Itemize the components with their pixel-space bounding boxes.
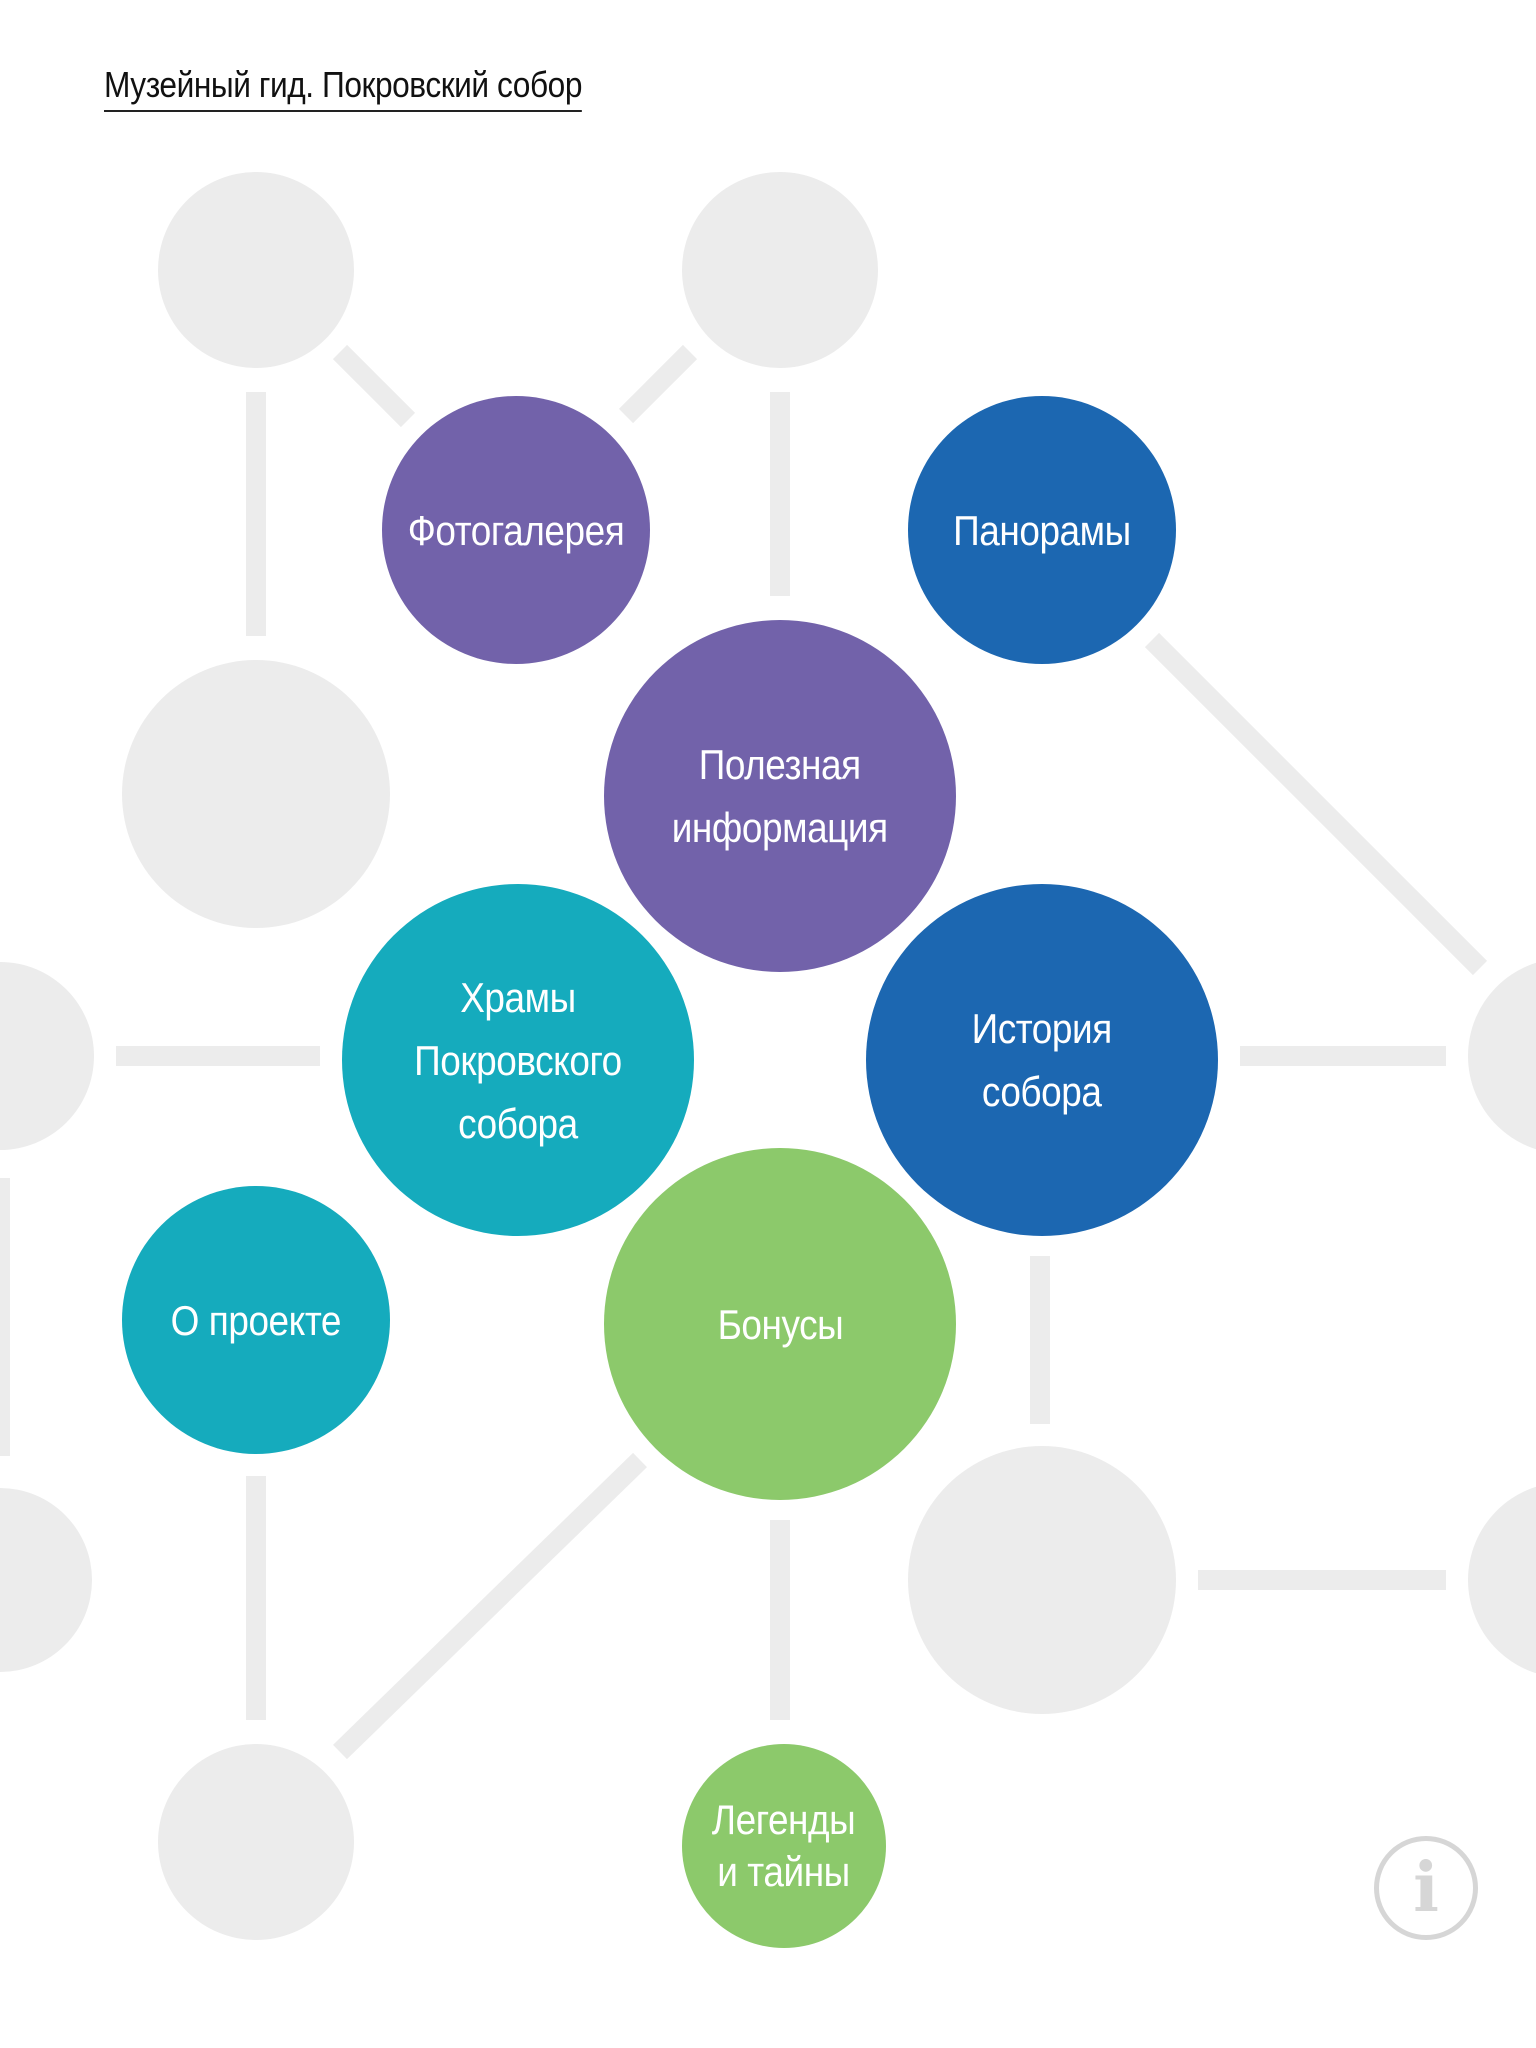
connector-line [1144, 632, 1488, 976]
menu-item-label: Легенды и тайны [712, 1795, 856, 1896]
decorative-circle [682, 172, 878, 368]
menu-item-label: Фотогалерея [407, 506, 625, 554]
menu-item-label: Бонусы [717, 1300, 843, 1348]
menu-item-useful-info[interactable]: Полезная информация [604, 620, 956, 972]
decorative-circle [158, 172, 354, 368]
menu-item-history[interactable]: История собора [866, 884, 1218, 1236]
info-button[interactable]: i [1374, 1836, 1478, 1940]
menu-item-legends[interactable]: Легенды и тайны [682, 1744, 886, 1948]
decorative-circles [0, 172, 1536, 1940]
decorative-circle [0, 962, 94, 1150]
menu-item-churches[interactable]: Храмы Покровского собора [342, 884, 694, 1236]
menu-item-about[interactable]: О проекте [122, 1186, 390, 1454]
menu-item-label: О проекте [170, 1296, 342, 1344]
decorative-circle [1468, 1486, 1536, 1674]
decorative-circle [908, 1446, 1176, 1714]
decorative-circle [158, 1744, 354, 1940]
decorative-circle [0, 1488, 92, 1672]
menu-item-bonuses[interactable]: Бонусы [604, 1148, 956, 1500]
menu-item-gallery[interactable]: Фотогалерея [382, 396, 650, 664]
decorative-circle [1468, 962, 1536, 1150]
connector-line [333, 1452, 647, 1760]
connector-line [618, 344, 698, 424]
menu-item-label: Полезная информация [672, 741, 888, 851]
page-title: Музейный гид. Покровский собор [104, 64, 582, 112]
menu-item-label: История собора [971, 1005, 1113, 1115]
menu-item-label: Панорамы [953, 506, 1131, 554]
menu-item-label: Храмы Покровского собора [414, 973, 622, 1147]
info-icon: i [1413, 1848, 1439, 1928]
connector-lines [0, 344, 1488, 1760]
menu-item-panoramas[interactable]: Панорамы [908, 396, 1176, 664]
decorative-circle [122, 660, 390, 928]
connector-line [332, 344, 416, 428]
